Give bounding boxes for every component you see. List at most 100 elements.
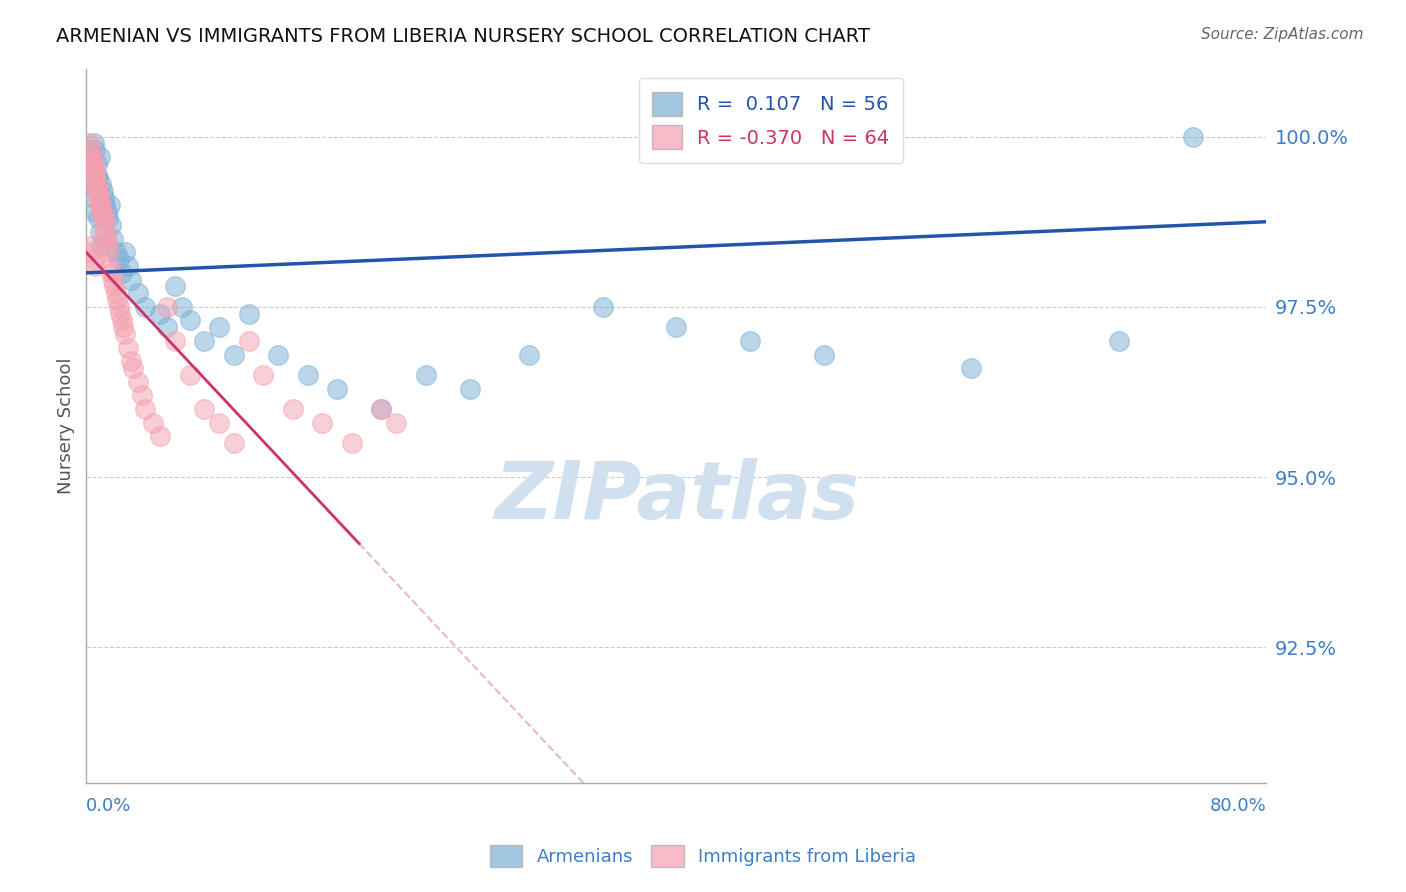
Point <box>83 136 105 151</box>
Point <box>252 368 274 382</box>
Point <box>107 252 129 267</box>
Point <box>134 300 156 314</box>
Point <box>101 232 124 246</box>
Point <box>80 238 103 252</box>
Point <box>94 197 117 211</box>
Point <box>83 191 105 205</box>
Point <box>84 178 107 192</box>
Y-axis label: Nursery School: Nursery School <box>58 358 75 494</box>
Point <box>1108 334 1130 348</box>
Point <box>84 204 107 219</box>
Point <box>238 307 260 321</box>
Point <box>96 238 118 252</box>
Point <box>131 388 153 402</box>
Point <box>458 382 481 396</box>
Point <box>83 252 105 267</box>
Point <box>112 320 135 334</box>
Point <box>86 170 108 185</box>
Point <box>740 334 762 348</box>
Point <box>163 334 186 348</box>
Point <box>103 279 125 293</box>
Point <box>415 368 437 382</box>
Point <box>77 143 100 157</box>
Point <box>107 300 129 314</box>
Point <box>281 401 304 416</box>
Point <box>208 320 231 334</box>
Point <box>193 401 215 416</box>
Point <box>120 272 142 286</box>
Point <box>111 266 134 280</box>
Text: 80.0%: 80.0% <box>1209 797 1267 815</box>
Point <box>100 218 122 232</box>
Point <box>90 197 112 211</box>
Legend: Armenians, Immigrants from Liberia: Armenians, Immigrants from Liberia <box>482 838 924 874</box>
Point <box>82 150 104 164</box>
Text: Source: ZipAtlas.com: Source: ZipAtlas.com <box>1201 27 1364 42</box>
Point <box>179 313 201 327</box>
Point <box>82 245 104 260</box>
Point <box>82 150 104 164</box>
Point <box>110 307 132 321</box>
Point <box>77 136 100 151</box>
Point <box>326 382 349 396</box>
Point <box>96 232 118 246</box>
Point <box>93 211 115 226</box>
Point <box>340 436 363 450</box>
Point <box>90 178 112 192</box>
Point <box>117 259 139 273</box>
Point <box>90 204 112 219</box>
Point <box>134 401 156 416</box>
Point <box>120 354 142 368</box>
Point <box>517 347 540 361</box>
Point <box>297 368 319 382</box>
Point <box>114 327 136 342</box>
Point <box>114 245 136 260</box>
Point <box>208 416 231 430</box>
Point <box>96 204 118 219</box>
Point <box>89 197 111 211</box>
Point <box>91 184 114 198</box>
Point <box>813 347 835 361</box>
Point <box>89 191 111 205</box>
Point <box>86 157 108 171</box>
Point <box>87 184 110 198</box>
Point <box>94 218 117 232</box>
Point <box>104 245 127 260</box>
Point <box>1181 129 1204 144</box>
Point <box>156 320 179 334</box>
Point <box>91 211 114 226</box>
Legend: R =  0.107   N = 56, R = -0.370   N = 64: R = 0.107 N = 56, R = -0.370 N = 64 <box>638 78 903 162</box>
Point <box>592 300 614 314</box>
Text: ZIPatlas: ZIPatlas <box>494 458 859 536</box>
Point <box>83 170 105 185</box>
Point <box>193 334 215 348</box>
Point <box>179 368 201 382</box>
Point <box>149 307 172 321</box>
Point <box>127 286 149 301</box>
Point <box>97 211 120 226</box>
Point <box>80 143 103 157</box>
Point <box>370 401 392 416</box>
Point <box>238 334 260 348</box>
Point <box>83 157 105 171</box>
Point <box>80 178 103 192</box>
Point <box>90 238 112 252</box>
Point <box>80 163 103 178</box>
Point <box>84 163 107 178</box>
Point <box>100 266 122 280</box>
Point <box>87 191 110 205</box>
Point <box>156 300 179 314</box>
Point <box>97 245 120 260</box>
Point <box>222 436 245 450</box>
Point <box>89 150 111 164</box>
Point <box>127 375 149 389</box>
Point <box>172 300 194 314</box>
Point <box>117 341 139 355</box>
Point <box>105 293 128 307</box>
Point <box>98 197 121 211</box>
Point <box>80 150 103 164</box>
Point <box>84 170 107 185</box>
Point <box>385 416 408 430</box>
Text: ARMENIAN VS IMMIGRANTS FROM LIBERIA NURSERY SCHOOL CORRELATION CHART: ARMENIAN VS IMMIGRANTS FROM LIBERIA NURS… <box>56 27 870 45</box>
Point <box>149 429 172 443</box>
